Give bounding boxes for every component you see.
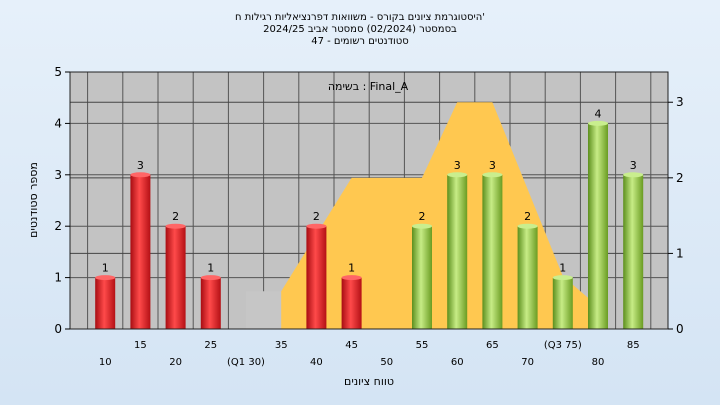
bar-top bbox=[623, 172, 644, 178]
y-tick-label: 2 bbox=[54, 219, 62, 233]
bar-top bbox=[482, 172, 503, 178]
bar bbox=[306, 226, 327, 329]
y-tick-label: 1 bbox=[54, 271, 62, 285]
x-tick-label: (Q1 30) bbox=[227, 357, 265, 368]
bar bbox=[412, 226, 432, 329]
bar-value-label: 3 bbox=[630, 159, 637, 172]
bar-top bbox=[200, 275, 221, 281]
bar-top bbox=[517, 223, 538, 229]
bar-value-label: 1 bbox=[102, 262, 109, 275]
chart-title: היסטוגרמת ציונים בקורס - משוואות דפרנציא… bbox=[235, 12, 485, 23]
y2-tick-label: 2 bbox=[676, 171, 684, 185]
x-tick-label: 50 bbox=[380, 357, 393, 368]
x-tick-label: 40 bbox=[310, 357, 323, 368]
bar bbox=[517, 226, 538, 329]
bar-value-label: 3 bbox=[489, 159, 496, 172]
y-axis-label: מספר סטודנטים bbox=[27, 162, 40, 238]
bar bbox=[482, 174, 503, 329]
bar-top bbox=[412, 223, 432, 229]
chart-annotation: בשימה : Final_A bbox=[328, 80, 409, 93]
bar bbox=[623, 174, 644, 329]
x-tick-label: 55 bbox=[416, 340, 429, 351]
bar-top bbox=[447, 172, 468, 178]
bar bbox=[95, 277, 116, 329]
x-axis-label: טווח ציונים bbox=[344, 375, 394, 388]
bar bbox=[552, 277, 573, 329]
bar-top bbox=[95, 275, 116, 281]
y2-tick-label: 1 bbox=[676, 246, 684, 260]
bar-top bbox=[341, 275, 362, 281]
y-tick-label: 5 bbox=[54, 65, 62, 79]
bar bbox=[200, 277, 221, 329]
bar-value-label: 1 bbox=[348, 262, 355, 275]
x-tick-label: 80 bbox=[592, 357, 605, 368]
plot-frame bbox=[69, 71, 669, 330]
x-tick-label: 10 bbox=[99, 357, 112, 368]
bar-value-label: 4 bbox=[595, 107, 602, 120]
bar bbox=[341, 277, 362, 329]
bar-top bbox=[306, 223, 327, 229]
bar-value-label: 1 bbox=[207, 262, 214, 275]
x-tick-label: 70 bbox=[521, 357, 534, 368]
x-tick-label: 25 bbox=[204, 340, 217, 351]
bar bbox=[165, 226, 186, 329]
bar-value-label: 3 bbox=[454, 159, 461, 172]
y-tick-label: 0 bbox=[54, 322, 62, 336]
bar-top bbox=[588, 120, 608, 126]
x-tick-label: 15 bbox=[134, 340, 147, 351]
bar-value-label: 2 bbox=[524, 210, 531, 223]
x-tick-label: 85 bbox=[627, 340, 640, 351]
x-tick-label: 60 bbox=[451, 357, 464, 368]
bar-top bbox=[552, 275, 573, 281]
x-tick-label: 20 bbox=[169, 357, 182, 368]
x-tick-label: (Q3 75) bbox=[544, 340, 582, 351]
bar-value-label: 2 bbox=[419, 210, 426, 223]
y2-tick-label: 0 bbox=[676, 322, 684, 336]
y-tick-label: 3 bbox=[54, 168, 62, 182]
bar bbox=[447, 174, 468, 329]
bar bbox=[130, 174, 151, 329]
distribution-area-lower bbox=[246, 291, 282, 329]
bar-value-label: 1 bbox=[559, 262, 566, 275]
y2-tick-label: 3 bbox=[676, 95, 684, 109]
y-tick-label: 4 bbox=[54, 116, 62, 130]
chart-subtitle-students: סטודנטים רשומים - 47 bbox=[311, 36, 409, 47]
x-tick-label: 35 bbox=[275, 340, 288, 351]
bar-top bbox=[130, 172, 151, 178]
bar-value-label: 2 bbox=[172, 210, 179, 223]
chart-subtitle-semester: בסמסטר (02/2024) סמסטר אביב 2024/25 bbox=[263, 24, 457, 35]
x-tick-label: 65 bbox=[486, 340, 499, 351]
x-tick-label: 45 bbox=[345, 340, 358, 351]
bar-top bbox=[165, 223, 186, 229]
bar-value-label: 3 bbox=[137, 159, 144, 172]
bar bbox=[588, 123, 608, 330]
bar-value-label: 2 bbox=[313, 210, 320, 223]
